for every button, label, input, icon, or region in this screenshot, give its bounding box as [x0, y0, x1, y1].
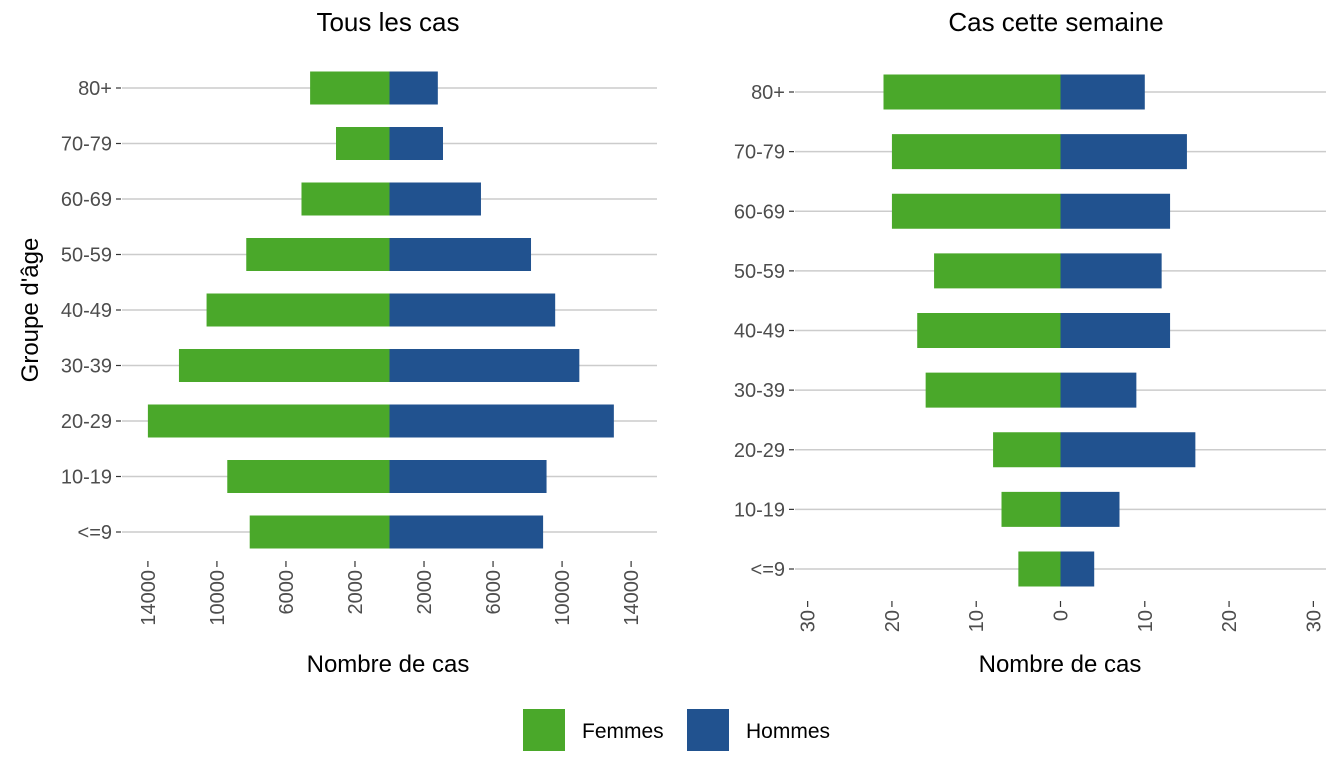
- bar-femmes: [310, 71, 390, 105]
- bar-femmes: [917, 313, 1061, 348]
- bar-femmes: [147, 404, 390, 438]
- bar-hommes: [389, 182, 481, 216]
- y-tick-label: <=9: [78, 522, 112, 544]
- bar-femmes: [891, 134, 1061, 170]
- bar-femmes: [301, 182, 390, 216]
- legend-label-femmes: Femmes: [582, 720, 664, 743]
- y-tick-label: 80+: [751, 82, 785, 104]
- y-tick-label: 10-19: [734, 499, 785, 521]
- x-tick-label: 20: [1219, 610, 1241, 632]
- bar-hommes: [389, 238, 532, 271]
- chart-title: Tous les cas: [316, 7, 459, 37]
- bar-femmes: [178, 349, 390, 382]
- bar-femmes: [883, 74, 1061, 110]
- x-tick-label: 14000: [621, 570, 643, 626]
- plot-area: <=9 10-19 20-29 30-39 40-49 50-59 60-69 70-79 80…: [734, 74, 1326, 632]
- x-axis-label: Nombre de cas: [307, 651, 470, 678]
- x-tick-label: 10000: [552, 570, 574, 626]
- bar-femmes: [336, 127, 390, 160]
- bar-femmes: [249, 515, 390, 549]
- y-tick-label: 20-29: [734, 440, 785, 462]
- x-tick-label: 30: [1303, 610, 1325, 632]
- y-tick-labels: <=9 10-19 20-29 30-39 40-49 50-59 60-69 70-79 80…: [61, 78, 121, 544]
- bars: [147, 71, 614, 549]
- x-axis: 14000 10000 6000 2000 2000 6000 10000 14000: [138, 561, 643, 626]
- bar-femmes: [227, 460, 390, 493]
- bar-hommes: [1060, 193, 1171, 229]
- bar-hommes: [389, 515, 544, 549]
- bar-hommes: [389, 71, 438, 105]
- x-tick-label: 6000: [483, 570, 505, 615]
- y-tick-label: 60-69: [61, 189, 112, 211]
- y-axis-label: Groupe d'âge: [17, 238, 44, 383]
- y-tick-label: 70-79: [734, 142, 785, 164]
- x-tick-label: 2000: [414, 570, 436, 615]
- bar-hommes: [1060, 372, 1137, 408]
- bar-femmes: [993, 432, 1061, 468]
- y-tick-label: 80+: [78, 78, 112, 100]
- y-tick-label: <=9: [751, 559, 785, 581]
- bar-hommes: [1060, 134, 1187, 170]
- bar-hommes: [389, 404, 614, 438]
- y-tick-label: 30-39: [61, 356, 112, 378]
- legend-swatch-femmes: [523, 709, 565, 751]
- y-tick-label: 60-69: [734, 201, 785, 223]
- bar-femmes: [246, 238, 390, 271]
- bar-hommes: [1060, 491, 1120, 527]
- bar-femmes: [934, 253, 1061, 289]
- legend: Femmes Hommes: [523, 709, 830, 751]
- legend-label-hommes: Hommes: [746, 720, 830, 743]
- x-tick-label: 20: [882, 610, 904, 632]
- bar-femmes: [891, 193, 1061, 229]
- bar-hommes: [1060, 551, 1095, 587]
- bar-femmes: [1001, 491, 1061, 527]
- x-tick-label: 10000: [207, 570, 229, 626]
- y-tick-label: 50-59: [61, 245, 112, 267]
- y-tick-label: 40-49: [61, 300, 112, 322]
- x-tick-label: 14000: [138, 570, 160, 626]
- y-tick-label: 70-79: [61, 134, 112, 156]
- bar-hommes: [1060, 313, 1171, 348]
- y-tick-label: 30-39: [734, 380, 785, 402]
- y-tick-label: 50-59: [734, 261, 785, 283]
- x-tick-label: 30: [798, 610, 820, 632]
- bar-hommes: [1060, 74, 1145, 110]
- chart-title: Cas cette semaine: [948, 7, 1163, 37]
- x-tick-label: 10: [1135, 610, 1157, 632]
- bars: [883, 74, 1196, 587]
- x-tick-label: 10: [966, 610, 988, 632]
- x-tick-label: 0: [1051, 610, 1073, 621]
- y-tick-label: 40-49: [734, 321, 785, 343]
- y-tick-label: 10-19: [61, 467, 112, 489]
- bar-femmes: [925, 372, 1061, 408]
- bar-femmes: [1018, 551, 1061, 587]
- bar-femmes: [206, 293, 390, 327]
- bar-hommes: [1060, 253, 1162, 289]
- plot-area: <=9 10-19 20-29 30-39 40-49 50-59 60-69 70-79 80…: [61, 71, 657, 626]
- bar-hommes: [1060, 432, 1196, 468]
- panel-all-cases: Tous les cas Nombre de cas Groupe d'âge …: [17, 7, 657, 678]
- x-tick-label: 6000: [276, 570, 298, 615]
- x-tick-label: 2000: [345, 570, 367, 615]
- bar-hommes: [389, 127, 443, 160]
- bar-hommes: [389, 460, 547, 493]
- bar-hommes: [389, 293, 556, 327]
- x-axis: 30 20 10 0 10 20 30: [798, 601, 1325, 632]
- y-tick-label: 20-29: [61, 411, 112, 433]
- legend-swatch-hommes: [687, 709, 729, 751]
- y-tick-labels: <=9 10-19 20-29 30-39 40-49 50-59 60-69 70-79 80…: [734, 82, 794, 581]
- x-axis-label: Nombre de cas: [979, 651, 1142, 678]
- panel-this-week: Cas cette semaine Nombre de cas <=9 10-19…: [734, 7, 1326, 678]
- bar-hommes: [389, 349, 580, 382]
